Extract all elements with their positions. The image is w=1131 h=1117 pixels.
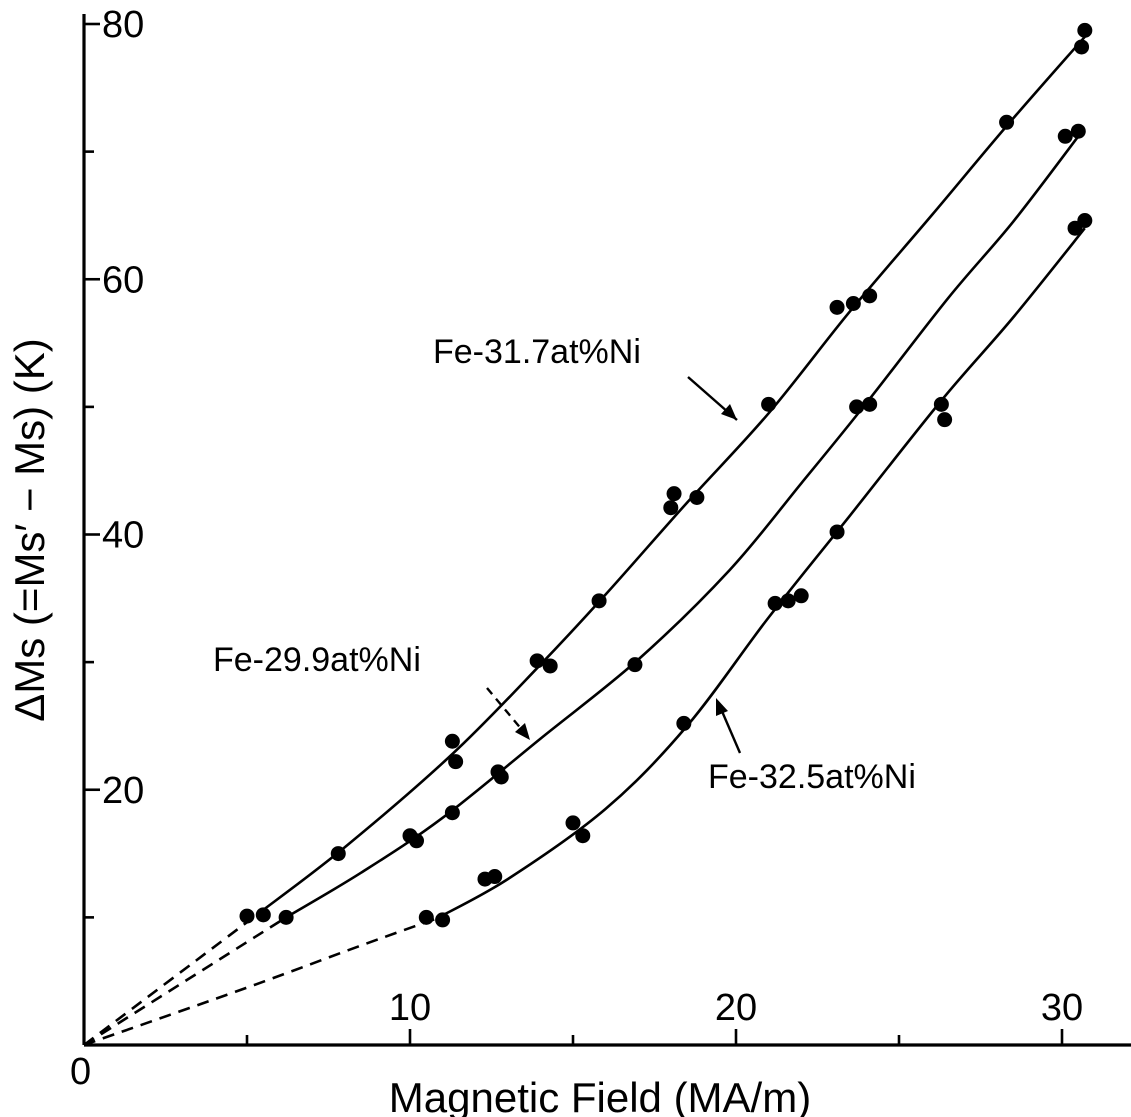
series-0-point xyxy=(1074,39,1090,55)
y-axis-title: ΔMs (=Ms′ − Ms) (K) xyxy=(6,338,53,722)
series-0-point xyxy=(529,653,545,669)
arrow-fe-29-9 xyxy=(486,687,529,738)
series-0-extrapolation xyxy=(83,913,258,1047)
series-1-point xyxy=(862,396,878,412)
series-0-point xyxy=(862,288,878,304)
y-tick-label: 40 xyxy=(102,515,144,557)
data-points xyxy=(239,22,1093,928)
origin-label: 0 xyxy=(70,1051,91,1093)
series-2-point xyxy=(435,912,451,928)
series-2-point xyxy=(933,396,949,412)
series-1-point xyxy=(627,657,643,673)
series-label-fe-31-7: Fe-31.7at%Ni xyxy=(433,333,641,371)
series-label-fe-32-5: Fe-32.5at%Ni xyxy=(708,758,916,796)
series-1-point xyxy=(1057,128,1073,144)
series-0-curve xyxy=(256,35,1086,916)
axis-ticks: 20 40 60 80 10 20 30 xyxy=(84,4,1083,1045)
x-tick-label: 10 xyxy=(389,987,431,1029)
y-tick-label: 80 xyxy=(102,4,144,46)
series-0-point xyxy=(255,907,271,923)
series-1-point xyxy=(444,805,460,821)
series-curves xyxy=(83,35,1086,1047)
annotations: Fe-31.7at%Ni Fe-29.9at%Ni Fe-32.5at%Ni xyxy=(213,333,916,796)
series-0-point xyxy=(1077,22,1093,38)
series-2-point xyxy=(829,524,845,540)
series-1-point xyxy=(493,769,509,785)
series-0-point xyxy=(761,396,777,412)
series-0-point xyxy=(999,114,1015,130)
series-0-point xyxy=(829,299,845,315)
series-1-point xyxy=(1070,123,1086,139)
series-0-point xyxy=(330,846,346,862)
x-tick-label: 20 xyxy=(715,987,757,1029)
series-1-curve xyxy=(285,135,1080,919)
series-0-point xyxy=(444,733,460,749)
series-label-fe-29-9: Fe-29.9at%Ni xyxy=(213,641,421,679)
arrowhead-fe-29-9 xyxy=(515,723,530,740)
series-0-point xyxy=(666,486,682,502)
series-1-extrapolation xyxy=(83,916,287,1047)
series-1-point xyxy=(849,399,865,415)
series-2-point xyxy=(767,595,783,611)
series-2-point xyxy=(418,909,434,925)
series-1-point xyxy=(278,909,294,925)
series-0-point xyxy=(663,500,679,516)
y-tick-label: 60 xyxy=(102,259,144,301)
series-0-point xyxy=(591,593,607,609)
series-0-point xyxy=(542,658,558,674)
series-2-extrapolation xyxy=(83,917,437,1047)
series-2-point xyxy=(937,412,953,428)
x-axis-title: Magnetic Field (MA/m) xyxy=(389,1074,811,1117)
series-2-point xyxy=(793,588,809,604)
series-2-curve xyxy=(435,227,1086,920)
series-2-point xyxy=(1077,213,1093,229)
series-1-point xyxy=(409,833,425,849)
series-2-point xyxy=(575,828,591,844)
series-0-point xyxy=(239,908,255,924)
series-0-point xyxy=(448,754,464,770)
series-0-point xyxy=(689,489,705,505)
series-2-point xyxy=(780,593,796,609)
y-tick-label: 20 xyxy=(102,770,144,812)
series-2-point xyxy=(565,815,581,831)
arrowhead-fe-32-5 xyxy=(716,698,728,716)
plot-frame xyxy=(82,14,1131,1047)
series-0-point xyxy=(845,295,861,311)
series-2-point xyxy=(676,715,692,731)
arrowhead-fe-31-7 xyxy=(721,404,737,420)
series-2-point xyxy=(487,869,503,885)
x-tick-label: 30 xyxy=(1041,987,1083,1029)
